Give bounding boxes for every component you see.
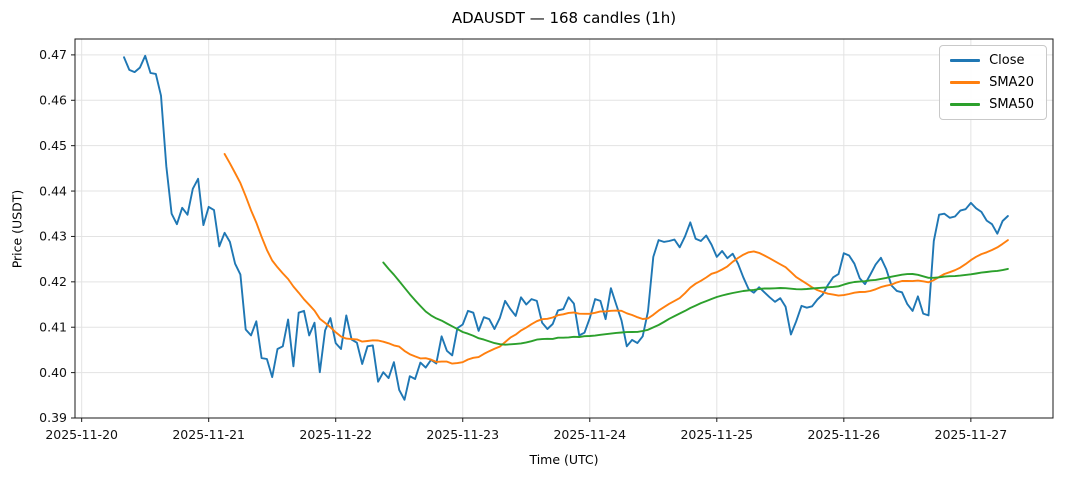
y-axis-ticks: 0.39 0.40 0.41 0.42 0.43 0.44 0.45 0.46 0.47 bbox=[39, 47, 75, 425]
x-axis-ticks: 2025-11-20 2025-11-21 2025-11-22 2025-11-23… bbox=[45, 418, 1007, 442]
grid bbox=[75, 39, 1053, 419]
chart-title: ADAUSDT — 168 candles (1h) bbox=[451, 9, 677, 27]
legend-label: SMA20 bbox=[989, 75, 1034, 90]
legend-item-sma50: SMA50 bbox=[950, 97, 1034, 112]
sma20-line-swatch-icon bbox=[950, 81, 981, 84]
svg-text:2025-11-22: 2025-11-22 bbox=[299, 427, 372, 442]
legend-label: Close bbox=[989, 53, 1025, 68]
sma50-line-swatch-icon bbox=[950, 103, 981, 106]
legend-label: SMA50 bbox=[989, 97, 1034, 112]
sma50-line bbox=[382, 261, 1009, 346]
svg-text:0.39: 0.39 bbox=[39, 410, 67, 425]
svg-text:2025-11-26: 2025-11-26 bbox=[807, 427, 880, 442]
legend-item-close: Close bbox=[950, 53, 1034, 68]
close-line-swatch-icon bbox=[950, 59, 981, 62]
legend: Close SMA20 SMA50 bbox=[939, 45, 1047, 120]
svg-text:0.44: 0.44 bbox=[39, 183, 67, 198]
sma20-line bbox=[223, 153, 1009, 365]
plot-border bbox=[74, 38, 1054, 419]
svg-text:0.46: 0.46 bbox=[39, 92, 67, 107]
x-axis-label: Time (UTC) bbox=[529, 452, 599, 467]
svg-text:0.41: 0.41 bbox=[39, 319, 67, 334]
svg-text:2025-11-21: 2025-11-21 bbox=[172, 427, 245, 442]
svg-text:0.45: 0.45 bbox=[39, 138, 67, 153]
legend-item-sma20: SMA20 bbox=[950, 75, 1034, 90]
svg-text:2025-11-23: 2025-11-23 bbox=[426, 427, 499, 442]
svg-text:0.43: 0.43 bbox=[39, 229, 67, 244]
svg-text:2025-11-24: 2025-11-24 bbox=[553, 427, 626, 442]
svg-text:2025-11-25: 2025-11-25 bbox=[680, 427, 753, 442]
svg-text:2025-11-20: 2025-11-20 bbox=[45, 427, 118, 442]
y-axis-label: Price (USDT) bbox=[9, 189, 25, 269]
svg-text:2025-11-27: 2025-11-27 bbox=[935, 427, 1008, 442]
svg-text:0.40: 0.40 bbox=[39, 365, 67, 380]
close-line bbox=[123, 54, 1009, 401]
svg-text:0.42: 0.42 bbox=[39, 274, 67, 289]
svg-text:0.47: 0.47 bbox=[39, 47, 67, 62]
